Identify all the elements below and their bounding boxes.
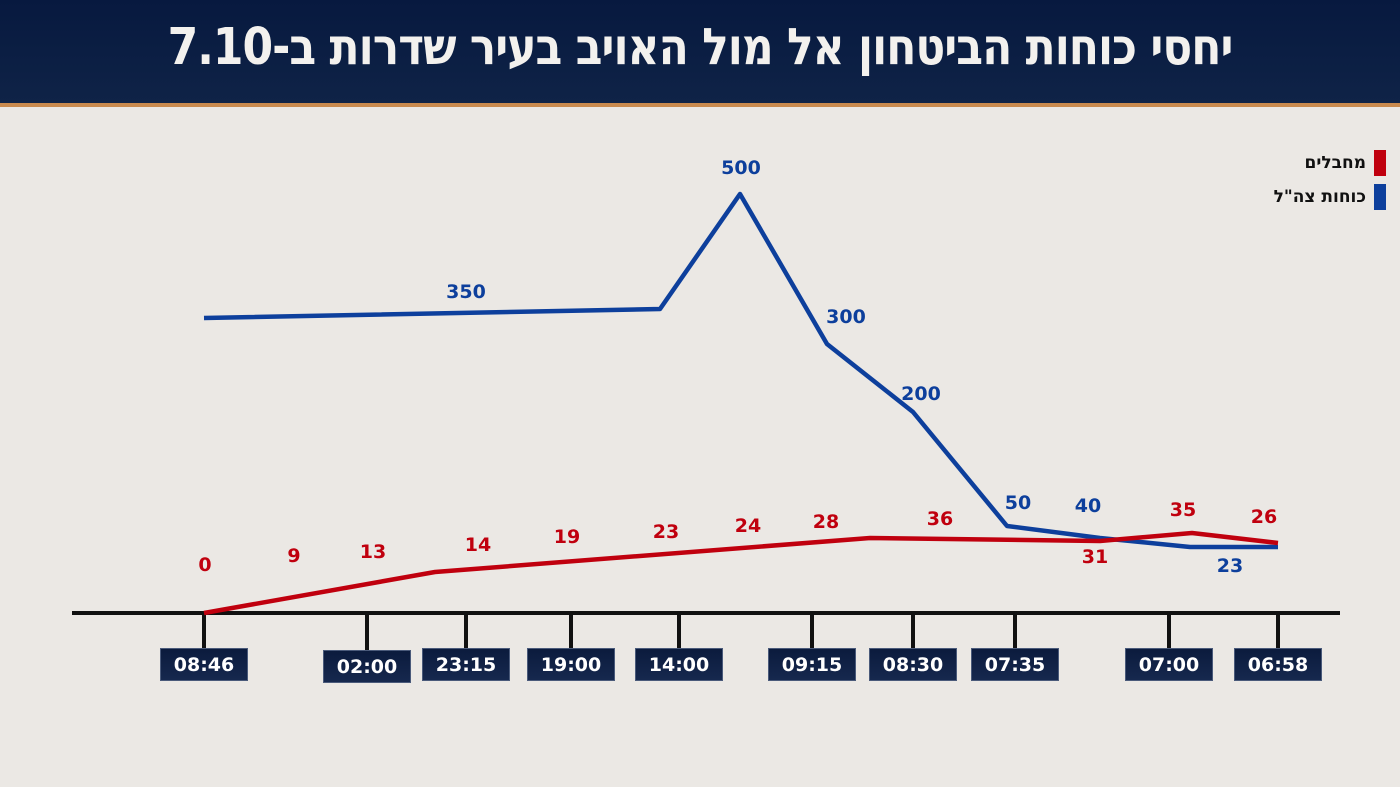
- x-tick-label: 14:00: [635, 648, 723, 681]
- data-label-idf: 300: [826, 306, 866, 328]
- data-label-terrorists: 23: [652, 521, 680, 543]
- data-label-terrorists: 0: [198, 554, 212, 576]
- x-tick-label: 08:30: [869, 648, 957, 681]
- legend-item-terrorists: מחבלים: [1274, 150, 1386, 176]
- x-tick-label: 19:00: [527, 648, 615, 681]
- legend-swatch-blue: [1374, 184, 1386, 210]
- header-banner: יחסי כוחות הביטחון אל מול האויב בעיר שדר…: [0, 0, 1400, 107]
- legend-label: כוחות צה"ל: [1273, 187, 1366, 207]
- x-tick-label: 08:46: [160, 648, 248, 681]
- data-label-idf: 23: [1216, 555, 1244, 577]
- x-tick-label: 06:58: [1234, 648, 1322, 681]
- chart-title: יחסי כוחות הביטחון אל מול האויב בעיר שדר…: [167, 18, 1234, 77]
- data-label-terrorists: 36: [926, 508, 954, 530]
- data-label-terrorists: 31: [1081, 546, 1109, 568]
- data-label-terrorists: 28: [812, 511, 840, 533]
- x-tick-label: 02:00: [323, 650, 411, 683]
- data-label-terrorists: 14: [464, 534, 492, 556]
- data-label-terrorists: 9: [287, 545, 301, 567]
- legend-swatch-red: [1374, 150, 1386, 176]
- x-tick-label: 09:15: [768, 648, 856, 681]
- legend: מחבלים כוחות צה"ל: [1274, 150, 1386, 218]
- data-label-terrorists: 35: [1169, 499, 1197, 521]
- legend-label: מחבלים: [1304, 153, 1366, 173]
- data-label-idf: 50: [1004, 492, 1032, 514]
- x-tick-label: 23:15: [422, 648, 510, 681]
- x-tick-label: 07:00: [1125, 648, 1213, 681]
- data-label-idf: 40: [1074, 495, 1102, 517]
- data-label-terrorists: 19: [553, 526, 581, 548]
- legend-item-idf: כוחות צה"ל: [1274, 184, 1386, 210]
- x-tick-label: 07:35: [971, 648, 1059, 681]
- data-label-terrorists: 26: [1250, 506, 1278, 528]
- data-label-terrorists: 24: [734, 515, 762, 537]
- data-label-terrorists: 13: [359, 541, 387, 563]
- series-line-idf: [203, 191, 1278, 550]
- data-label-idf: 350: [446, 281, 486, 303]
- series-line-terrorists: [203, 530, 1279, 616]
- data-label-idf: 500: [721, 157, 761, 179]
- data-label-idf: 200: [901, 383, 941, 405]
